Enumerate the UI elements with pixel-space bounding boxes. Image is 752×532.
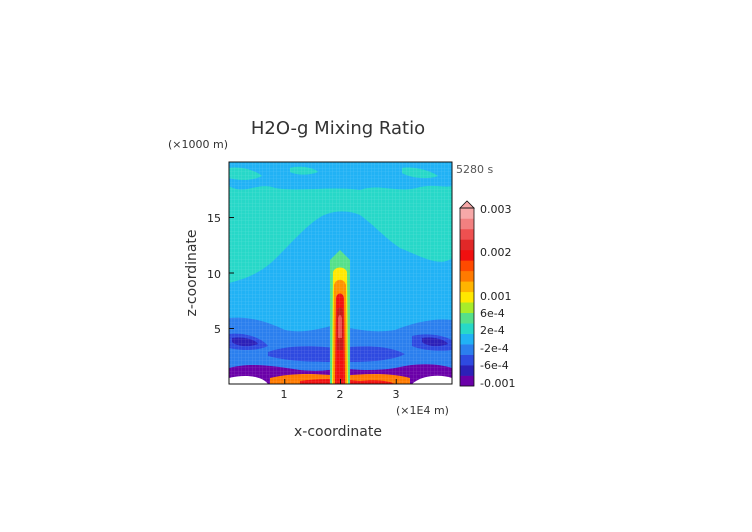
chart-title: H2O-g Mixing Ratio (251, 118, 425, 139)
y-axis-title: z-coordinate (184, 229, 200, 316)
colorbar-label-neg2e-4: -2e-4 (480, 342, 509, 355)
colorbar-overflow-triangle (459, 200, 475, 209)
colorbar-segment (460, 270, 474, 282)
x-tick-label-3: 3 (393, 388, 400, 401)
colorbar-frame (459, 207, 475, 387)
colorbar-segment (460, 218, 474, 230)
colorbar-segment (460, 344, 474, 355)
colorbar-label-2e-4: 2e-4 (480, 324, 505, 337)
y-unit-label: (×1000 m) (168, 138, 228, 151)
y-tick-label-10: 10 (207, 268, 221, 281)
y-tick-marks (229, 217, 234, 329)
colorbar-segment (460, 239, 474, 251)
time-label: 5280 s (456, 163, 493, 176)
colorbar-segment (460, 365, 474, 376)
x-axis-title: x-coordinate (294, 424, 382, 440)
colorbar-segment (460, 312, 474, 324)
colorbar-segment (460, 375, 474, 387)
colorbar (460, 208, 474, 387)
colorbar-label-0.001: 0.001 (480, 290, 512, 303)
colorbar-segment (460, 354, 474, 366)
colorbar-segment (460, 291, 474, 303)
colorbar-segment (460, 302, 474, 314)
colorbar-label-6e-4: 6e-4 (480, 307, 505, 320)
x-tick-label-2: 2 (337, 388, 344, 401)
field-grid-overlay (229, 162, 452, 384)
colorbar-segment (460, 281, 474, 293)
x-tick-marks (284, 379, 397, 384)
colorbar-label-neg6e-4: -6e-4 (480, 359, 509, 372)
y-tick-label-15: 15 (207, 212, 221, 225)
x-tick-label-1: 1 (281, 388, 288, 401)
colorbar-segment (460, 333, 474, 345)
colorbar-segment (460, 208, 474, 219)
colorbar-segment (460, 260, 474, 272)
colorbar-label-neg0.001: -0.001 (480, 377, 515, 390)
y-tick-label-5: 5 (214, 323, 221, 336)
x-unit-label: (×1E4 m) (396, 404, 449, 417)
colorbar-segment (460, 228, 474, 240)
colorbar-label-0.003: 0.003 (480, 203, 512, 216)
colorbar-segment (460, 249, 474, 261)
contour-field (229, 162, 452, 384)
colorbar-label-0.002: 0.002 (480, 246, 512, 259)
colorbar-segment (460, 323, 474, 334)
